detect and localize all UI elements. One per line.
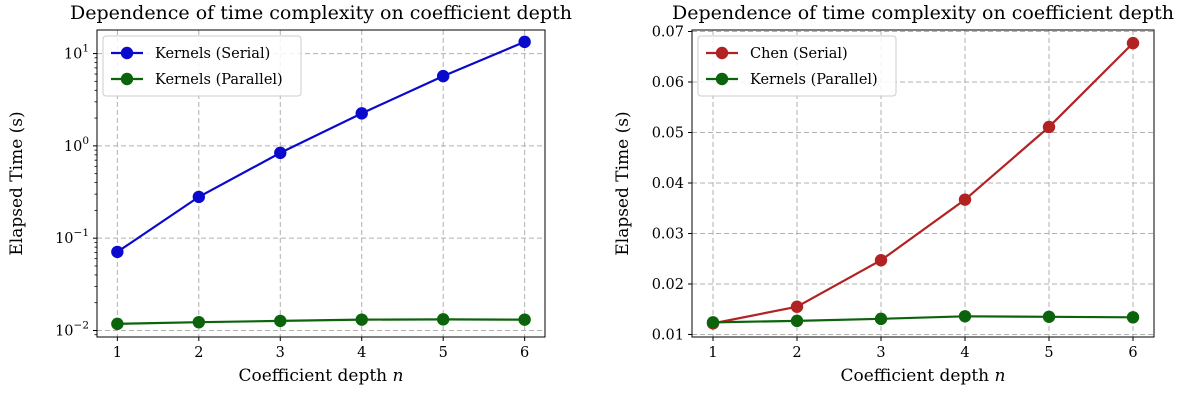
data-point [192,315,206,329]
data-point [111,317,124,331]
data-point [518,35,531,49]
x-tick-label: 2 [792,345,801,361]
data-point [958,310,972,323]
y-tick-label: 10−1 [55,227,89,247]
data-point [790,300,804,313]
x-tick-label: 4 [357,345,366,361]
chart-title: Dependence of time complexity on coeffic… [70,2,572,24]
data-point [1042,310,1056,324]
data-point [874,312,888,326]
data-point [355,107,368,120]
chart-title: Dependence of time complexity on coeffic… [672,2,1174,24]
x-tick-label: 6 [1128,345,1137,361]
legend: Chen (Serial) Kernels (Parallel) [697,35,897,97]
y-tick-label: 0.05 [652,126,684,142]
data-point [274,314,287,328]
data-point [1126,311,1140,324]
x-tick-label: 3 [276,345,285,361]
x-tick-label: 6 [520,345,529,361]
series-kernels-parallel [111,313,531,331]
data-point [1126,36,1140,50]
y-tick-label: 0.01 [652,327,684,343]
plot-frame [691,29,1155,338]
legend-box [102,35,302,97]
data-point [706,316,720,329]
series-kernels-parallel [706,310,1140,329]
data-point [518,313,531,326]
data-point [436,313,450,326]
x-tick-label: 5 [439,345,448,361]
series-line [712,315,1134,324]
data-point [192,190,206,204]
series-line [116,40,526,253]
legend-marker [715,46,729,60]
data-point [436,69,450,83]
legend: Kernels (Serial) Kernels (Parallel) [102,35,302,97]
y-axis: 0.01 0.02 0.03 0.04 0.05 0.06 0.07 [652,25,692,343]
legend-entry: Kernels (Serial) [111,46,270,62]
y-tick-label: 0.04 [652,176,684,192]
y-tick-label: 100 [64,135,89,155]
legend-label: Kernels (Parallel) [750,72,878,88]
x-tick-label: 1 [113,345,122,361]
y-tick-label: 101 [64,43,89,63]
legend-marker [120,46,134,60]
legend-label: Chen (Serial) [750,46,848,62]
x-axis: 1 2 3 4 5 6 [113,337,529,361]
series-kernels-serial [111,35,531,259]
y-tick-label: 0.06 [652,75,684,91]
y-axis-label: Elapsed Time (s) [7,111,27,255]
legend-label: Kernels (Parallel) [155,72,283,88]
y-tick-label: 0.03 [652,226,684,242]
y-tick-label: 0.07 [652,25,684,41]
y-axis-label: Elapsed Time (s) [613,111,633,255]
legend-entry: Kernels (Parallel) [706,72,878,88]
x-tick-label: 1 [708,345,717,361]
series-line [117,318,525,325]
legend-box [697,35,897,97]
x-axis-label: Coefficient depth n [841,366,1006,386]
legend-marker [120,72,134,86]
x-tick-label: 2 [194,345,203,361]
data-point [874,254,888,267]
data-point [958,193,972,206]
legend-entry: Kernels (Parallel) [111,72,283,88]
plot-frame [96,29,546,338]
y-axis: 10−2 10−1 100 101 [55,43,97,339]
chart-left-log-scale: Dependence of time complexity on coeffic… [7,2,572,386]
data-point [1042,120,1056,134]
y-tick-label: 10−2 [55,319,89,339]
x-axis: 1 2 3 4 5 6 [708,337,1138,361]
chart-right-linear-scale: Dependence of time complexity on coeffic… [613,2,1174,386]
legend-entry: Chen (Serial) [706,46,848,62]
y-tick-label: 0.02 [652,277,684,293]
x-tick-label: 3 [876,345,885,361]
data-point [274,146,287,160]
data-point [355,313,368,326]
x-axis-label: Coefficient depth n [239,366,404,386]
data-point [790,314,804,328]
legend-marker [715,72,729,86]
legend-label: Kernels (Serial) [155,46,270,62]
series-line [712,42,1134,325]
x-tick-label: 4 [960,345,969,361]
data-point [111,245,124,259]
x-tick-label: 5 [1044,345,1053,361]
